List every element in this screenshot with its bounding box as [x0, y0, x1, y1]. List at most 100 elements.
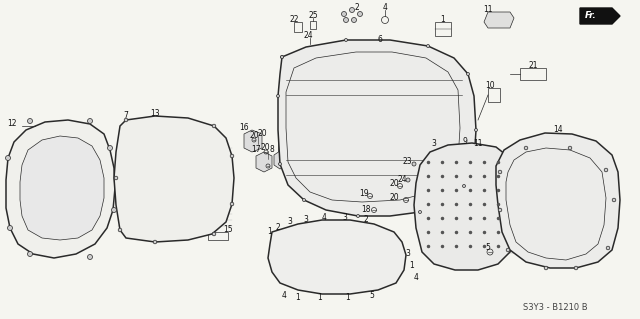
- Circle shape: [574, 266, 578, 270]
- Text: 1: 1: [268, 227, 273, 236]
- Polygon shape: [474, 146, 496, 168]
- Circle shape: [344, 18, 349, 23]
- Text: 6: 6: [378, 35, 383, 44]
- Circle shape: [276, 94, 280, 98]
- Circle shape: [506, 248, 510, 252]
- Circle shape: [524, 146, 528, 150]
- Circle shape: [278, 162, 282, 166]
- Text: 21: 21: [528, 61, 538, 70]
- Circle shape: [153, 240, 157, 244]
- Text: 4: 4: [321, 213, 326, 222]
- Bar: [430, 180, 460, 200]
- Text: 17: 17: [251, 145, 261, 154]
- Text: 10: 10: [485, 80, 495, 90]
- Circle shape: [28, 251, 33, 256]
- Circle shape: [8, 226, 13, 231]
- Circle shape: [612, 198, 616, 202]
- Circle shape: [606, 246, 610, 250]
- Circle shape: [412, 162, 416, 166]
- Circle shape: [498, 208, 502, 212]
- Circle shape: [344, 39, 348, 41]
- Polygon shape: [268, 220, 406, 294]
- Text: 3: 3: [303, 214, 308, 224]
- Text: 25: 25: [308, 11, 318, 20]
- Polygon shape: [114, 116, 234, 242]
- Text: 19: 19: [359, 189, 369, 197]
- Circle shape: [111, 207, 116, 212]
- Circle shape: [406, 178, 410, 182]
- Text: 4: 4: [413, 273, 419, 283]
- Text: Fr.: Fr.: [585, 11, 596, 20]
- Text: 3: 3: [287, 218, 292, 226]
- Text: 1: 1: [317, 293, 323, 302]
- Text: 20: 20: [249, 131, 259, 140]
- Text: 9: 9: [463, 137, 467, 146]
- Polygon shape: [274, 151, 286, 169]
- Circle shape: [568, 146, 572, 150]
- Text: 13: 13: [150, 108, 160, 117]
- Text: 2: 2: [364, 216, 369, 225]
- Circle shape: [463, 184, 465, 188]
- Circle shape: [88, 255, 93, 259]
- Circle shape: [351, 18, 356, 23]
- Bar: [488, 88, 500, 102]
- Circle shape: [303, 198, 305, 202]
- Text: 1: 1: [346, 293, 350, 302]
- Polygon shape: [278, 40, 476, 216]
- Text: 2: 2: [276, 224, 280, 233]
- Text: 4: 4: [282, 292, 287, 300]
- Bar: [274, 250, 284, 264]
- Text: 3: 3: [406, 249, 410, 258]
- Bar: [294, 22, 302, 32]
- Circle shape: [356, 214, 360, 218]
- Bar: [298, 238, 343, 268]
- Circle shape: [212, 124, 216, 128]
- Circle shape: [358, 11, 362, 17]
- Circle shape: [280, 56, 284, 58]
- Text: 22: 22: [289, 14, 299, 24]
- Circle shape: [349, 8, 355, 12]
- Circle shape: [124, 118, 128, 122]
- Text: 2: 2: [355, 3, 360, 11]
- Text: 24: 24: [303, 32, 313, 41]
- Polygon shape: [20, 136, 104, 240]
- Circle shape: [118, 228, 122, 232]
- Text: 14: 14: [553, 125, 563, 135]
- Text: S3Y3 - B1210 B: S3Y3 - B1210 B: [523, 303, 588, 313]
- Text: 5: 5: [486, 243, 490, 253]
- Text: 3: 3: [342, 213, 348, 222]
- Circle shape: [230, 154, 234, 158]
- Circle shape: [426, 44, 429, 48]
- Circle shape: [498, 170, 502, 174]
- Polygon shape: [244, 130, 262, 152]
- Text: 1: 1: [296, 293, 300, 301]
- Polygon shape: [6, 120, 115, 258]
- Text: 7: 7: [124, 110, 129, 120]
- Text: 11: 11: [483, 4, 493, 13]
- Circle shape: [419, 211, 422, 213]
- Polygon shape: [484, 12, 514, 28]
- Text: 23: 23: [402, 158, 412, 167]
- Text: 11: 11: [473, 139, 483, 149]
- Circle shape: [212, 232, 216, 236]
- Text: 12: 12: [7, 118, 17, 128]
- Text: 20: 20: [257, 129, 267, 137]
- Text: 1: 1: [440, 14, 445, 24]
- Circle shape: [88, 118, 93, 123]
- Circle shape: [6, 155, 10, 160]
- Polygon shape: [414, 143, 518, 270]
- Text: 20: 20: [389, 194, 399, 203]
- Circle shape: [230, 202, 234, 206]
- Text: 5: 5: [369, 292, 374, 300]
- Bar: [348, 240, 378, 260]
- Text: 4: 4: [383, 3, 387, 11]
- Text: 24: 24: [397, 175, 407, 184]
- Text: 3: 3: [431, 138, 436, 147]
- Circle shape: [28, 118, 33, 123]
- Circle shape: [467, 72, 470, 76]
- Circle shape: [108, 145, 113, 151]
- Text: 20: 20: [389, 179, 399, 188]
- Circle shape: [280, 56, 284, 58]
- Bar: [310, 21, 316, 29]
- Circle shape: [114, 176, 118, 180]
